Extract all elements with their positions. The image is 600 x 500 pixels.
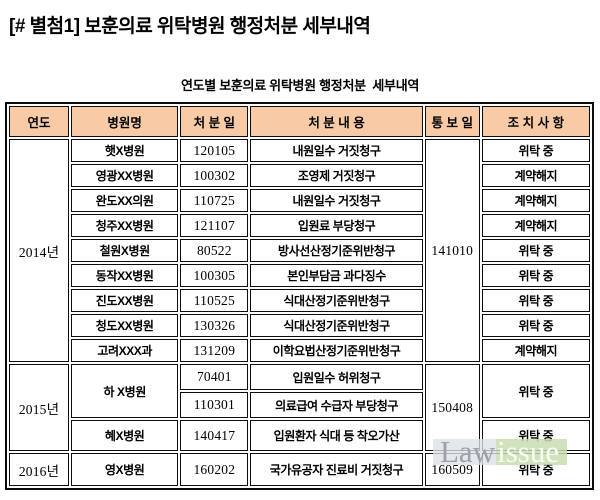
table-row: 110301 의료급여 수급자 부당청구 xyxy=(9,392,590,418)
hospital-cell: 청주XX병원 xyxy=(71,214,179,237)
disposition-date-cell: 100305 xyxy=(180,264,249,287)
header-cell-2: 처 분 일 xyxy=(180,106,249,137)
table-caption: 연도별 보훈의료 위탁병원 행정처분 세부내역 xyxy=(180,78,420,93)
action-cell: 계약해지 xyxy=(481,214,590,237)
action-cell: 위탁 중 xyxy=(481,453,590,486)
disposition-date-cell: 131209 xyxy=(180,339,249,362)
hospital-cell: 청도XX병원 xyxy=(71,314,179,337)
disposition-content-cell: 조영제 거짓청구 xyxy=(250,164,423,187)
action-cell: 위탁 중 xyxy=(481,289,590,312)
disposition-content-cell: 의료급여 수급자 부당청구 xyxy=(250,392,423,418)
hospital-cell: 영광XX병원 xyxy=(71,164,179,187)
header-cell-0: 연도 xyxy=(9,106,70,137)
year-cell: 2015년 xyxy=(9,364,70,451)
header-cell-4: 통 보 일 xyxy=(424,106,480,137)
hospital-cell: 영X병원 xyxy=(71,453,179,486)
disposition-date-cell: 70401 xyxy=(180,364,249,390)
year-cell: 2014년 xyxy=(9,139,70,362)
table-row: 고려XXX과 131209 이학요법산정기준위반청구 계약해지 xyxy=(9,339,590,362)
disposition-content-cell: 본인부담금 과다징수 xyxy=(250,264,423,287)
disposition-date-cell: 140417 xyxy=(180,420,249,451)
hospital-cell: 완도XX의원 xyxy=(71,189,179,212)
table-row: 철원X병원 80522 방사선산정기준위반청구 위탁 중 xyxy=(9,239,590,262)
action-cell: 계약해지 xyxy=(481,164,590,187)
disposition-content-cell: 내원일수 거짓청구 xyxy=(250,139,423,162)
disposition-content-cell: 입원료 부당청구 xyxy=(250,214,423,237)
action-cell: 위탁 중 xyxy=(481,420,590,451)
disposition-date-cell: 120105 xyxy=(180,139,249,162)
hospital-cell: 하 X병원 xyxy=(71,364,179,418)
disposition-content-cell: 식대산정기준위반청구 xyxy=(250,289,423,312)
action-cell: 계약해지 xyxy=(481,339,590,362)
disposition-date-cell: 160202 xyxy=(180,453,249,486)
disposition-content-cell: 식대산정기준위반청구 xyxy=(250,314,423,337)
action-cell: 위탁 중 xyxy=(481,239,590,262)
notify-date-cell: 150408 xyxy=(424,364,480,451)
header-cell-5: 조 치 사 항 xyxy=(481,106,590,137)
disposition-content-cell: 내원일수 거짓청구 xyxy=(250,189,423,212)
table-row: 2015년 하 X병원 70401 입원일수 허위청구 150408 위탁 중 xyxy=(9,364,590,451)
table-row: 청도XX병원 130326 식대산정기준위반청구 위탁 중 xyxy=(9,314,590,337)
hospital-cell: 동작XX병원 xyxy=(71,264,179,287)
hospital-cell: 철원X병원 xyxy=(71,239,179,262)
header-cell-1: 병원명 xyxy=(71,106,179,137)
action-cell: 계약해지 xyxy=(481,189,590,212)
disposition-content-cell: 입원일수 허위청구 xyxy=(250,364,423,390)
disposition-date-cell: 100302 xyxy=(180,164,249,187)
header-cell-3: 처 분 내 용 xyxy=(250,106,423,137)
disposition-content-cell: 이학요법산정기준위반청구 xyxy=(250,339,423,362)
table-row: 혜X병원 140417 입원환자 식대 등 착오가산 위탁 중 xyxy=(9,420,590,451)
table-row: 진도XX병원 110525 식대산정기준위반청구 위탁 중 xyxy=(9,289,590,312)
disposition-date-cell: 80522 xyxy=(180,239,249,262)
disposition-content-cell: 국가유공자 진료비 거짓청구 xyxy=(250,453,423,486)
table-row: 2014년 햇X병원 120105 내원일수 거짓청구 141010 위탁 중 xyxy=(9,139,590,362)
page-title: [# 별첨1] 보훈의료 위탁병원 행정처분 세부내역 xyxy=(9,16,371,37)
disposition-content-cell: 입원환자 식대 등 착오가산 xyxy=(250,420,423,451)
table-row: 완도XX의원 110725 내원일수 거짓청구 계약해지 xyxy=(9,189,590,212)
disposition-date-cell: 130326 xyxy=(180,314,249,337)
year-cell: 2016년 xyxy=(9,453,70,486)
disposition-date-cell: 110301 xyxy=(180,392,249,418)
hospital-cell: 햇X병원 xyxy=(71,139,179,162)
table-row: 동작XX병원 100305 본인부담금 과다징수 위탁 중 xyxy=(9,264,590,287)
disposition-date-cell: 121107 xyxy=(180,214,249,237)
hospital-cell: 혜X병원 xyxy=(71,420,179,451)
action-cell: 위탁 중 xyxy=(481,264,590,287)
hospital-cell: 진도XX병원 xyxy=(71,289,179,312)
action-cell: 위탁 중 xyxy=(481,139,590,162)
disposition-date-cell: 110725 xyxy=(180,189,249,212)
notify-date-cell: 160509 xyxy=(424,453,480,486)
hospital-cell: 고려XXX과 xyxy=(71,339,179,362)
table-row: 2016년 영X병원 160202 국가유공자 진료비 거짓청구 160509 위탁 중 xyxy=(9,453,590,486)
table-row: 청주XX병원 121107 입원료 부당청구 계약해지 xyxy=(9,214,590,237)
action-cell: 위탁 중 xyxy=(481,314,590,337)
table-row: 영광XX병원 100302 조영제 거짓청구 계약해지 xyxy=(9,164,590,187)
action-cell: 위탁 중 xyxy=(481,364,590,418)
disposition-date-cell: 110525 xyxy=(180,289,249,312)
notify-date-cell: 141010 xyxy=(424,139,480,362)
disposition-content-cell: 방사선산정기준위반청구 xyxy=(250,239,423,262)
